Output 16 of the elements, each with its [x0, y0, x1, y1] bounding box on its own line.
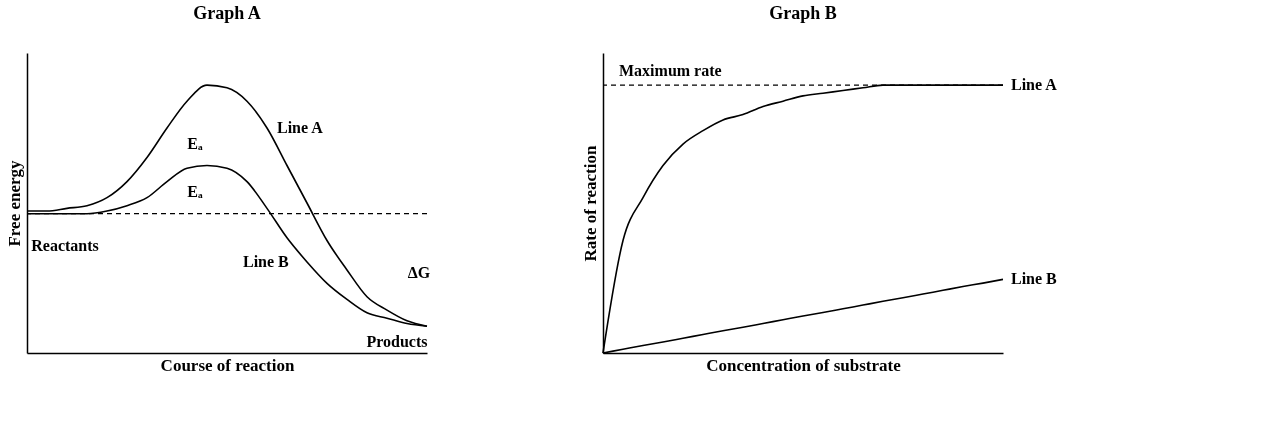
series-label: Line B: [243, 252, 290, 270]
chart-title: Graph A: [193, 3, 261, 23]
annotation: ΔG: [407, 263, 431, 281]
series-label: Line B: [1011, 270, 1058, 288]
x-axis-title: Concentration of substrate: [706, 355, 902, 375]
annotation: Reactants: [31, 236, 99, 254]
annotation: Eₐ: [187, 135, 203, 153]
y-axis-title: Rate of reaction: [580, 145, 600, 262]
annotation: Products: [366, 333, 428, 351]
x-axis-title: Course of reaction: [160, 355, 295, 375]
series-label: Line A: [277, 119, 324, 136]
annotation: Eₐ: [187, 183, 203, 201]
ref-line-label: Maximum rate: [619, 62, 722, 80]
series-label: Line A: [1011, 76, 1058, 94]
y-axis-title: Free energy: [4, 159, 24, 247]
chart-title: Graph B: [769, 3, 837, 23]
